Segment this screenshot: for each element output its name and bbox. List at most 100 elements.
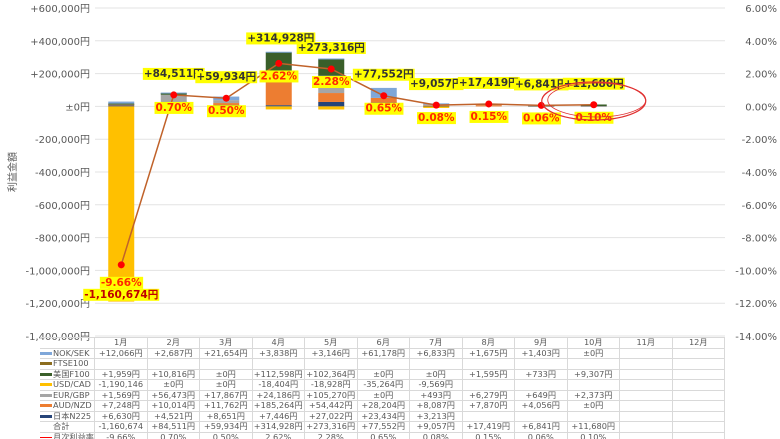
y2-tick-label: -8.00% (742, 234, 777, 245)
rate-marker (170, 91, 178, 99)
rate-label-bg (574, 111, 614, 124)
table-cell: -1,190,146 (94, 379, 148, 391)
table-cell (199, 358, 253, 370)
y-tick-label: +400,000円 (30, 37, 90, 48)
table-row: 合計 -1,160,674 +84,511円 +59,934円 +314,928円 +27… (40, 421, 725, 433)
month-header: 4月 (251, 337, 305, 349)
rate-label-bg (364, 102, 404, 115)
table-row: 日本N225 +6,630円 +4,521円 +8,651円 +7,446円 +27,02… (40, 410, 725, 422)
rate-label-bg (259, 70, 299, 83)
row-label-text: EUR/GBP (53, 389, 90, 400)
row-label: 美国F100 (40, 368, 95, 380)
month-header: 11月 (619, 337, 673, 349)
table-cell: +3,838円 (251, 347, 305, 359)
table-cell (566, 358, 620, 370)
total-label: +77,552円 (354, 69, 414, 81)
y-tick-label: -800,000円 (35, 234, 90, 245)
table-cell (251, 358, 305, 370)
table-cell: +9,307円 (566, 368, 620, 380)
table-cell: +7,870円 (461, 400, 515, 412)
table-cell (94, 358, 148, 370)
total-label-bg (513, 78, 569, 91)
table-cell (514, 379, 568, 391)
table-cell: 2.62% (251, 431, 305, 439)
table-row: AUD/NZD +7,248円 +10,014円 +11,762円 +185,264円 +… (40, 400, 725, 412)
table-cell: +1,569円 (94, 389, 148, 401)
rate-label-bg (207, 105, 246, 118)
row-label: 合計 (40, 421, 95, 433)
table-cell: +8,651円 (199, 410, 253, 422)
table-cell (619, 368, 673, 380)
table-cell: +4,056円 (514, 400, 568, 412)
rate-label: 0.50% (208, 105, 245, 117)
table-cell: 0.15% (461, 431, 515, 439)
y-tick-label: ±0円 (65, 102, 90, 113)
total-label: +17,419円 (459, 77, 519, 89)
legend-key (40, 404, 52, 408)
table-cell (304, 358, 358, 370)
rate-label: 0.08% (418, 112, 455, 124)
total-label-bg (296, 42, 366, 55)
y2-tick-label: 0.00% (745, 102, 777, 113)
month-header: 6月 (356, 337, 410, 349)
total-label: +11,680円 (564, 78, 624, 90)
table-row: FTSE100 (40, 358, 725, 370)
y2-tick-label: 4.00% (745, 37, 777, 48)
legend-key (40, 393, 52, 397)
table-cell: +112,598円 (251, 368, 305, 380)
month-header: 8月 (461, 337, 515, 349)
total-label: +314,928円 (247, 32, 314, 44)
table-cell (461, 410, 515, 422)
bar-segment (108, 103, 135, 105)
table-cell: +2,687円 (146, 347, 200, 359)
table-cell: +493円 (409, 389, 463, 401)
table-cell: +273,316円 (304, 421, 358, 433)
row-label-text: FTSE100 (53, 358, 89, 369)
table-row: USD/CAD -1,190,146 ±0円 ±0円 -18,404円 -18,928円 -… (40, 379, 725, 391)
rate-marker (327, 65, 335, 73)
bar-segment (160, 94, 187, 105)
month-header: 12月 (671, 337, 725, 349)
table-cell (461, 379, 515, 391)
rate-label: 0.10% (576, 112, 613, 124)
table-cell (671, 410, 725, 422)
month-header: 2月 (146, 337, 200, 349)
row-label-text: NOK/SEK (53, 347, 90, 358)
bar-segment (108, 106, 135, 302)
table-row: EUR/GBP +1,569円 +56,473円 +17,867円 +24,186円 +1… (40, 389, 725, 401)
table-cell: +649円 (514, 389, 568, 401)
table-cell (619, 358, 673, 370)
row-label-text: 美国F100 (53, 368, 90, 379)
rate-marker (590, 101, 598, 109)
total-label: +59,934円 (196, 71, 256, 83)
table-row: 美国F100 +1,959円 +10,816円 ±0円 +112,598円 +102,36… (40, 368, 725, 380)
table-cell: ±0円 (356, 368, 410, 380)
total-label-bg (562, 77, 625, 90)
row-label-text: USD/CAD (53, 379, 91, 390)
legend-key (40, 383, 52, 387)
y2-tick-label: -14.00% (735, 332, 777, 343)
table-cell (619, 347, 673, 359)
month-header: 7月 (409, 337, 463, 349)
table-cell: +1,403円 (514, 347, 568, 359)
total-label-bg (246, 32, 316, 45)
table-cell: +21,654円 (199, 347, 253, 359)
row-label-text: 月次利益率 (53, 431, 94, 439)
rate-line (120, 62, 594, 266)
row-label: AUD/NZD (40, 400, 95, 412)
rate-marker (117, 261, 125, 269)
y2-tick-label: -6.00% (742, 201, 777, 212)
rate-marker (432, 101, 440, 109)
table-cell: -9,569円 (409, 379, 463, 391)
table-cell: +6,833円 (409, 347, 463, 359)
table-corner (40, 337, 95, 349)
bar-segment (108, 101, 135, 104)
table-cell: 0.70% (146, 431, 200, 439)
rate-label: 0.70% (156, 102, 193, 114)
table-cell: +314,928円 (251, 421, 305, 433)
bar-segment (265, 105, 292, 107)
table-cell (671, 368, 725, 380)
month-header: 5月 (304, 337, 358, 349)
table-cell: +6,841円 (514, 421, 568, 433)
